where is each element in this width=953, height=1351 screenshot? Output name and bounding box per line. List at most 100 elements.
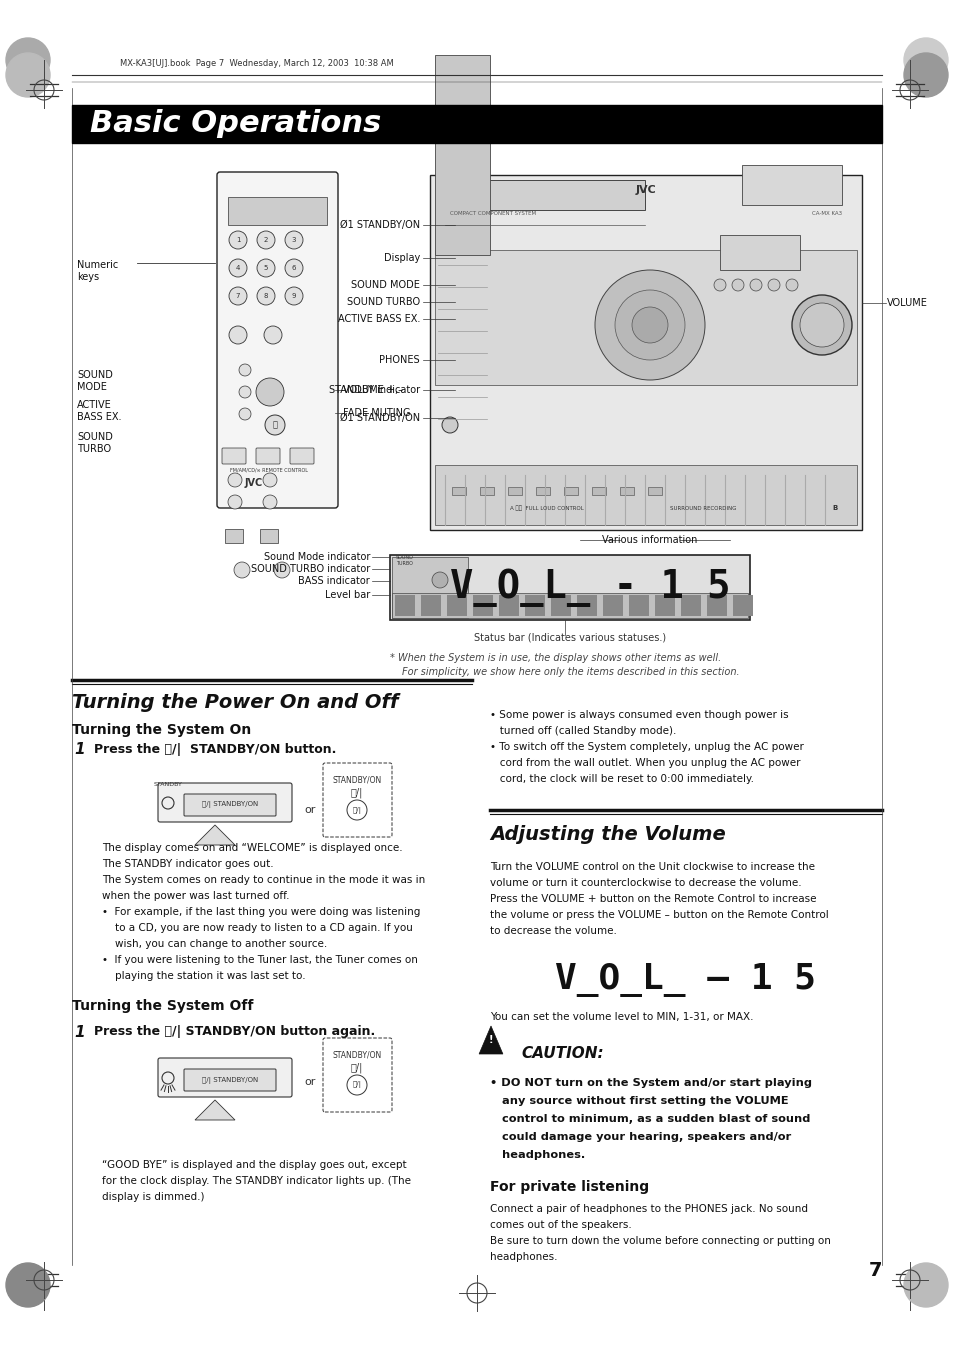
Circle shape (615, 290, 684, 359)
Bar (706, 594, 726, 616)
Text: playing the station it was last set to.: playing the station it was last set to. (102, 971, 305, 981)
Text: Connect a pair of headphones to the PHONES jack. No sound: Connect a pair of headphones to the PHON… (490, 1204, 807, 1215)
Circle shape (595, 270, 704, 380)
Polygon shape (194, 1100, 234, 1120)
Text: For private listening: For private listening (490, 1179, 648, 1194)
Text: For simplicity, we show here only the items described in this section.: For simplicity, we show here only the it… (401, 667, 739, 677)
Circle shape (285, 259, 303, 277)
Text: Press the ⏻/| STANDBY/ON button again.: Press the ⏻/| STANDBY/ON button again. (94, 1025, 375, 1038)
Circle shape (285, 231, 303, 249)
Text: • Some power is always consumed even though power is: • Some power is always consumed even tho… (490, 711, 788, 720)
Text: Basic Operations: Basic Operations (90, 109, 381, 139)
Circle shape (229, 326, 247, 345)
Text: ⏻/| STANDBY/ON: ⏻/| STANDBY/ON (202, 1077, 258, 1084)
Text: comes out of the speakers.: comes out of the speakers. (490, 1220, 631, 1229)
Text: STANDBY: STANDBY (153, 782, 182, 788)
Bar (452, 486, 465, 494)
Text: A 全力  FULL LOUD CONTROL: A 全力 FULL LOUD CONTROL (510, 505, 583, 511)
Bar (628, 594, 648, 616)
Bar (536, 486, 550, 494)
FancyBboxPatch shape (158, 1058, 292, 1097)
Text: the volume or press the VOLUME – button on the Remote Control: the volume or press the VOLUME – button … (490, 911, 828, 920)
Text: Various information: Various information (601, 535, 697, 544)
Text: BASS indicator: BASS indicator (298, 576, 370, 586)
Text: headphones.: headphones. (490, 1150, 584, 1161)
Text: cord from the wall outlet. When you unplug the AC power: cord from the wall outlet. When you unpl… (490, 758, 800, 767)
Text: display is dimmed.): display is dimmed.) (102, 1192, 204, 1202)
Text: 1: 1 (74, 743, 85, 758)
Text: to a CD, you are now ready to listen to a CD again. If you: to a CD, you are now ready to listen to … (102, 923, 413, 934)
Bar (524, 594, 544, 616)
Text: SOUND
MODE: SOUND MODE (77, 370, 112, 392)
Text: ⏻/|: ⏻/| (351, 788, 363, 798)
Text: when the power was last turned off.: when the power was last turned off. (102, 892, 289, 901)
Text: turned off (called Standby mode).: turned off (called Standby mode). (490, 725, 676, 736)
Text: wish, you can change to another source.: wish, you can change to another source. (102, 939, 327, 948)
Bar (430, 176, 862, 530)
Circle shape (441, 417, 457, 434)
Text: 4: 4 (235, 265, 240, 272)
Circle shape (6, 53, 50, 97)
Text: 5: 5 (264, 265, 268, 272)
Text: Level bar: Level bar (324, 590, 370, 600)
Circle shape (229, 231, 247, 249)
Text: COMPACT COMPONENT SYSTEM: COMPACT COMPONENT SYSTEM (450, 211, 536, 216)
Circle shape (263, 494, 276, 509)
Bar (551, 594, 571, 616)
Circle shape (239, 408, 251, 420)
Circle shape (6, 1263, 50, 1306)
Text: Be sure to turn down the volume before connecting or putting on: Be sure to turn down the volume before c… (490, 1236, 830, 1246)
Text: could damage your hearing, speakers and/or: could damage your hearing, speakers and/… (490, 1132, 790, 1142)
Circle shape (749, 280, 761, 290)
Text: or: or (304, 805, 315, 815)
Bar (392, 557, 468, 617)
Text: 7: 7 (867, 1260, 882, 1279)
Circle shape (767, 280, 780, 290)
Text: V̲O̲L̲ - 1 5: V̲O̲L̲ - 1 5 (449, 569, 729, 607)
Text: FM/AM/CD/∞ REMOTE CONTROL: FM/AM/CD/∞ REMOTE CONTROL (230, 467, 308, 473)
FancyBboxPatch shape (216, 172, 337, 508)
Text: STANDBY/ON: STANDBY/ON (332, 1051, 381, 1059)
Bar (447, 594, 467, 616)
Text: SOUND TURBO: SOUND TURBO (347, 297, 419, 307)
Bar (392, 593, 747, 617)
Text: • DO NOT turn on the System and/or start playing: • DO NOT turn on the System and/or start… (490, 1078, 811, 1088)
Bar (592, 486, 605, 494)
Text: STANDBY/ON: STANDBY/ON (332, 775, 381, 785)
Bar (507, 486, 521, 494)
Text: 1: 1 (74, 1025, 85, 1040)
Text: FADE MUTING: FADE MUTING (343, 408, 410, 417)
Circle shape (263, 473, 276, 486)
Circle shape (785, 280, 797, 290)
Circle shape (713, 280, 725, 290)
FancyBboxPatch shape (222, 449, 246, 463)
Text: CAUTION:: CAUTION: (520, 1047, 603, 1062)
Text: V̲O̲L̲ – 1 5: V̲O̲L̲ – 1 5 (555, 963, 816, 997)
Bar (228, 197, 327, 226)
FancyBboxPatch shape (255, 449, 280, 463)
Bar (435, 55, 490, 255)
Circle shape (239, 363, 251, 376)
Text: ⏻/|: ⏻/| (352, 1082, 361, 1089)
Text: Numeric
keys: Numeric keys (77, 259, 118, 282)
Bar (602, 594, 622, 616)
Bar (395, 594, 415, 616)
Text: 6: 6 (292, 265, 296, 272)
Bar (225, 530, 243, 543)
Text: You can set the volume level to MIN, 1-31, or MAX.: You can set the volume level to MIN, 1-3… (490, 1012, 753, 1021)
Text: Ø1 STANDBY/ON: Ø1 STANDBY/ON (339, 413, 419, 423)
Circle shape (265, 415, 285, 435)
Text: JVC: JVC (635, 185, 656, 195)
Text: cord, the clock will be reset to 0:00 immediately.: cord, the clock will be reset to 0:00 im… (490, 774, 753, 784)
Text: Press the VOLUME + button on the Remote Control to increase: Press the VOLUME + button on the Remote … (490, 894, 816, 904)
Circle shape (903, 38, 947, 82)
Text: JVC: JVC (245, 478, 263, 488)
Bar (435, 250, 856, 385)
Circle shape (229, 286, 247, 305)
Text: Press the ⏻/|  STANDBY/ON button.: Press the ⏻/| STANDBY/ON button. (94, 743, 336, 757)
Bar (260, 530, 277, 543)
Text: control to minimum, as a sudden blast of sound: control to minimum, as a sudden blast of… (490, 1115, 809, 1124)
Text: SURROUND RECORDING: SURROUND RECORDING (669, 507, 736, 511)
Circle shape (233, 562, 250, 578)
Circle shape (256, 286, 274, 305)
